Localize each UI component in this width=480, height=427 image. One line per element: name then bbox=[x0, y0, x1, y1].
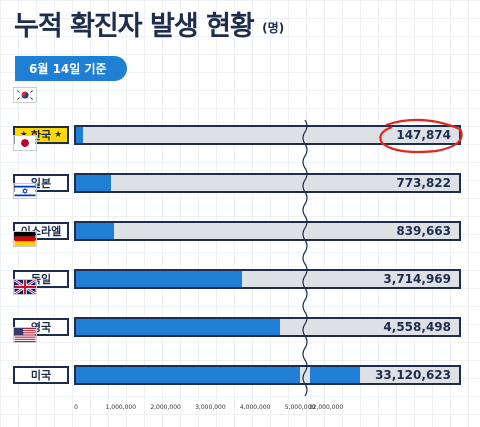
x-tick-label: 32,000,000 bbox=[308, 404, 344, 411]
x-tick-label: 0 bbox=[74, 404, 78, 411]
bar bbox=[76, 271, 243, 287]
value-label: 3,714,969 bbox=[383, 272, 451, 286]
bar-track: 33,120,623 bbox=[74, 365, 461, 385]
value-label: 4,558,498 bbox=[383, 320, 451, 334]
chart-title: 누적 확진자 발생 현황 (명) bbox=[14, 4, 284, 43]
x-tick-label: 2,000,000 bbox=[150, 404, 181, 411]
value-label: 147,874 bbox=[396, 128, 451, 142]
bar-track: 839,663 bbox=[74, 221, 461, 241]
chart-title-unit: (명) bbox=[262, 21, 285, 35]
korea-flag-icon bbox=[13, 87, 37, 103]
bar bbox=[76, 127, 83, 143]
value-label: 33,120,623 bbox=[375, 368, 451, 382]
category-label-text: 독일 bbox=[30, 273, 52, 286]
x-tick-label: 4,000,000 bbox=[239, 404, 271, 411]
germany-flag-icon bbox=[13, 231, 37, 247]
israel-flag-icon bbox=[13, 183, 37, 199]
bar bbox=[76, 175, 111, 191]
japan-flag-icon bbox=[13, 135, 37, 151]
x-tick-label: 5,000,000 bbox=[284, 404, 316, 411]
value-label: 839,663 bbox=[396, 224, 451, 238]
bar bbox=[76, 223, 114, 239]
bar-continued bbox=[310, 367, 361, 383]
x-tick-label: 3,000,000 bbox=[195, 404, 226, 411]
category-label-text: 미국 bbox=[30, 369, 52, 382]
star-icon: ★ bbox=[54, 130, 63, 140]
bar bbox=[76, 319, 281, 335]
usa-flag-icon bbox=[13, 327, 37, 343]
bar-track: 147,874 bbox=[74, 125, 461, 145]
value-label: 773,822 bbox=[396, 176, 451, 190]
x-axis-ticks: 0 1,000,000 2,000,000 3,000,000 4,000,000 5,0… bbox=[0, 404, 480, 424]
axis-break bbox=[302, 120, 308, 397]
bar bbox=[76, 367, 300, 383]
category-label-text: 일본 bbox=[30, 177, 52, 190]
bar-track: 773,822 bbox=[74, 173, 461, 193]
bar-track: 3,714,969 bbox=[74, 269, 461, 289]
uk-flag-icon bbox=[13, 279, 37, 295]
date-badge: 6월 14일 기준 bbox=[15, 56, 127, 81]
highlight-circle bbox=[379, 118, 463, 154]
x-tick-label: 1,000,000 bbox=[105, 404, 137, 411]
category-label: 미국 bbox=[13, 366, 69, 384]
bar-track: 4,558,498 bbox=[74, 317, 461, 337]
category-label-text: 한국 bbox=[30, 129, 52, 142]
chart-title-text: 누적 확진자 발생 현황 bbox=[14, 11, 255, 42]
category-label-text: 영국 bbox=[30, 321, 52, 334]
